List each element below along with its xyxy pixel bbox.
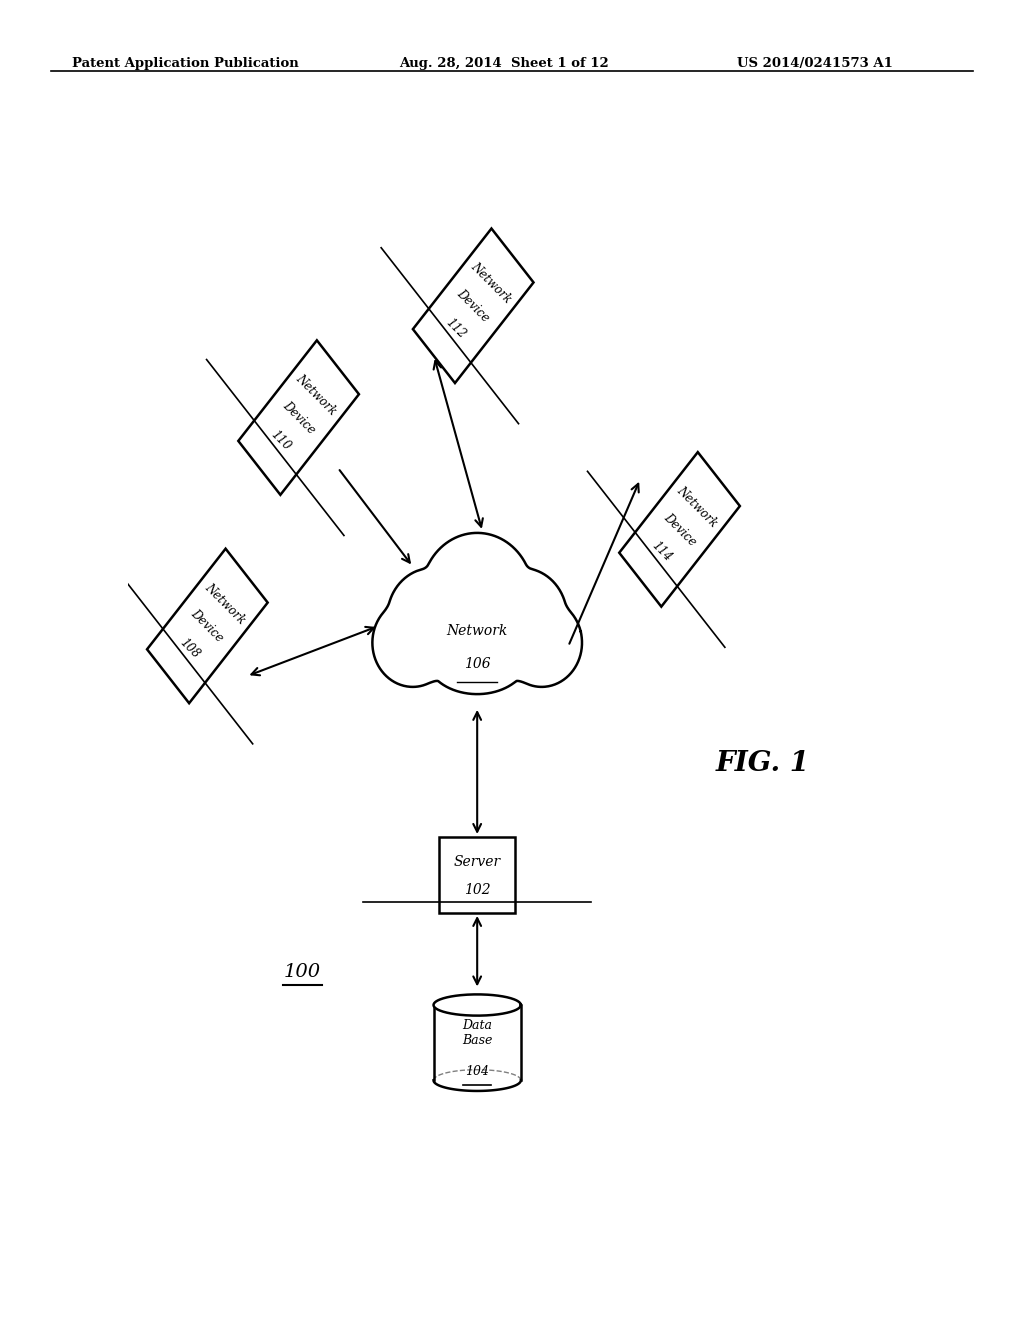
Text: Network: Network bbox=[202, 581, 248, 627]
Text: Network: Network bbox=[446, 624, 508, 638]
Text: 110: 110 bbox=[268, 428, 294, 453]
Text: Device: Device bbox=[455, 286, 493, 325]
Bar bbox=[439, 837, 515, 913]
Text: US 2014/0241573 A1: US 2014/0241573 A1 bbox=[737, 57, 893, 70]
Text: 114: 114 bbox=[649, 540, 675, 565]
Text: Patent Application Publication: Patent Application Publication bbox=[72, 57, 298, 70]
Bar bbox=[620, 453, 740, 607]
Text: Aug. 28, 2014  Sheet 1 of 12: Aug. 28, 2014 Sheet 1 of 12 bbox=[399, 57, 609, 70]
Text: Network: Network bbox=[468, 260, 514, 306]
Text: Server: Server bbox=[454, 855, 501, 869]
Text: 108: 108 bbox=[177, 636, 203, 661]
Text: 112: 112 bbox=[443, 315, 468, 341]
Polygon shape bbox=[433, 994, 521, 1015]
Bar bbox=[433, 1005, 521, 1080]
Bar bbox=[239, 341, 359, 495]
Bar bbox=[413, 228, 534, 383]
Text: Device: Device bbox=[188, 607, 226, 644]
Text: 104: 104 bbox=[465, 1065, 489, 1077]
Text: Data
Base: Data Base bbox=[462, 1019, 493, 1047]
Text: 100: 100 bbox=[284, 962, 322, 981]
Polygon shape bbox=[373, 533, 582, 694]
Text: Device: Device bbox=[660, 511, 698, 548]
Text: Network: Network bbox=[674, 484, 720, 529]
Polygon shape bbox=[433, 1080, 521, 1090]
Text: Network: Network bbox=[293, 372, 339, 418]
Text: 106: 106 bbox=[464, 656, 490, 671]
Text: 102: 102 bbox=[464, 883, 490, 898]
Bar bbox=[147, 549, 267, 704]
Text: FIG. 1: FIG. 1 bbox=[716, 750, 810, 776]
Text: Device: Device bbox=[280, 399, 317, 437]
